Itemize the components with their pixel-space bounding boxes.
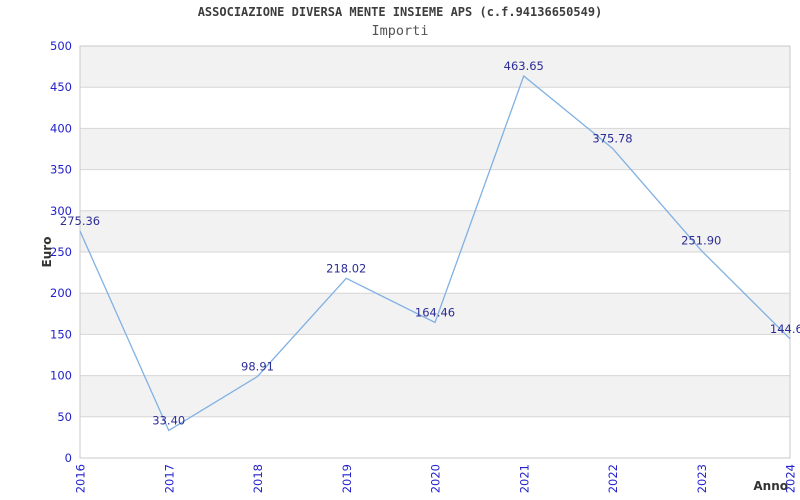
x-tick-label: 2021 — [517, 464, 531, 493]
x-tick-label: 2023 — [695, 464, 709, 493]
background-band — [80, 128, 790, 170]
x-tick-label: 2016 — [74, 464, 88, 493]
data-line — [79, 74, 791, 432]
point-label: 275.36 — [60, 214, 100, 228]
y-tick-label: 50 — [57, 410, 72, 424]
x-tick-label: 2020 — [429, 464, 443, 493]
x-tick-label: 2018 — [251, 464, 265, 493]
point-label: 251.90 — [681, 233, 721, 247]
y-tick-label: 250 — [50, 245, 72, 259]
y-tick-label: 150 — [50, 327, 72, 341]
point-label: 164.46 — [415, 305, 455, 319]
x-tick-label: 2019 — [340, 464, 354, 493]
y-tick-label: 100 — [50, 369, 72, 383]
point-label: 375.78 — [592, 131, 632, 145]
point-label: 98.91 — [241, 359, 274, 373]
y-tick-label: 200 — [50, 286, 72, 300]
y-tick-label: 0 — [65, 451, 72, 465]
background-band — [80, 210, 790, 252]
y-tick-label: 500 — [50, 39, 72, 53]
chart-subtitle: Importi — [371, 23, 429, 39]
x-tick-label: 2022 — [606, 464, 620, 493]
point-label: 33.40 — [152, 413, 185, 427]
x-tick-label: 2017 — [162, 464, 176, 493]
plot-border — [79, 45, 791, 459]
x-tick-label: 2024 — [784, 464, 798, 493]
background-band — [80, 375, 790, 417]
y-tick-label: 350 — [50, 163, 72, 177]
x-axis-title: Anno — [753, 479, 788, 493]
y-tick-label: 300 — [50, 204, 72, 218]
point-label: 218.02 — [326, 261, 366, 275]
point-label: 144.60 — [770, 322, 800, 336]
background-band — [80, 293, 790, 335]
chart-title: ASSOCIAZIONE DIVERSA MENTE INSIEME APS (… — [197, 5, 603, 19]
y-tick-label: 400 — [50, 121, 72, 135]
background-band — [80, 46, 790, 88]
y-tick-label: 450 — [50, 80, 72, 94]
point-label: 463.65 — [504, 59, 544, 73]
